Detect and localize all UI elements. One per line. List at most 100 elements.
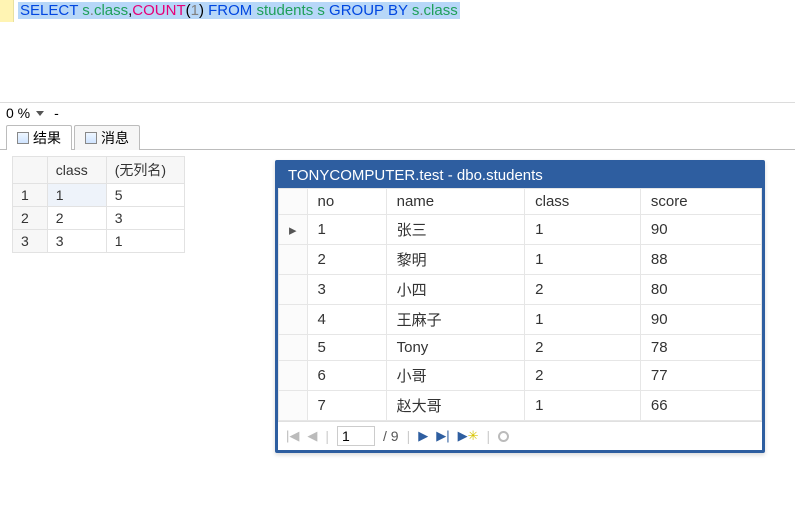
dcol-name[interactable]: name xyxy=(386,189,525,215)
row-number: 1 xyxy=(13,184,48,207)
tab-results[interactable]: 结果 xyxy=(6,125,72,150)
table-row[interactable]: 5Tony278 xyxy=(279,335,762,361)
dcol-class[interactable]: class xyxy=(525,189,641,215)
nav-last-icon[interactable]: ▶| xyxy=(436,428,449,444)
chevron-down-icon[interactable] xyxy=(36,111,44,116)
cell-no[interactable]: 3 xyxy=(307,275,386,305)
sql-token: class xyxy=(424,2,458,19)
table-row[interactable]: 7赵大哥166 xyxy=(279,391,762,421)
tab-messages[interactable]: 消息 xyxy=(74,125,140,150)
row-pointer-icon xyxy=(279,361,308,391)
result-tabs: 结果 消息 xyxy=(0,123,795,150)
cell-name[interactable]: 王麻子 xyxy=(386,305,525,335)
cell-class[interactable]: 3 xyxy=(47,230,106,253)
grid-icon xyxy=(17,132,29,144)
row-pointer-icon xyxy=(279,391,308,421)
table-row[interactable]: 6小哥277 xyxy=(279,361,762,391)
nav-prev-icon[interactable]: ◀ xyxy=(307,428,317,444)
nav-sep2: | xyxy=(407,428,411,444)
cell-class[interactable]: 1 xyxy=(525,245,641,275)
cell-no[interactable]: 2 xyxy=(307,245,386,275)
cell-name[interactable]: 小哥 xyxy=(386,361,525,391)
cell-score[interactable]: 77 xyxy=(640,361,761,391)
table-row[interactable]: 115 xyxy=(13,184,185,207)
results-grid[interactable]: class (无列名) 115223331 xyxy=(12,156,185,253)
cell-class[interactable]: 1 xyxy=(525,215,641,245)
sql-token: SELECT xyxy=(20,2,78,19)
cell-score[interactable]: 78 xyxy=(640,335,761,361)
sql-selection[interactable]: SELECT s.class,COUNT(1) FROM students s … xyxy=(18,2,460,19)
cell-count[interactable]: 1 xyxy=(106,230,184,253)
cell-class[interactable]: 2 xyxy=(525,335,641,361)
sql-token: 1 xyxy=(191,2,199,19)
editor-gutter xyxy=(0,0,14,22)
page-icon xyxy=(85,132,97,144)
cell-name[interactable]: 赵大哥 xyxy=(386,391,525,421)
cell-class[interactable]: 2 xyxy=(47,207,106,230)
tab-messages-label: 消息 xyxy=(101,128,129,148)
cell-score[interactable]: 80 xyxy=(640,275,761,305)
cell-class[interactable]: 2 xyxy=(525,361,641,391)
table-row[interactable]: ▸1张三190 xyxy=(279,215,762,245)
cell-score[interactable]: 90 xyxy=(640,215,761,245)
cell-class[interactable]: 2 xyxy=(525,275,641,305)
row-number: 2 xyxy=(13,207,48,230)
row-pointer-header xyxy=(279,189,308,215)
data-window-title[interactable]: TONYCOMPUTER.test - dbo.students xyxy=(278,163,762,188)
cell-name[interactable]: 张三 xyxy=(386,215,525,245)
row-header-blank xyxy=(13,157,48,184)
tab-results-label: 结果 xyxy=(33,128,61,148)
sql-token: class xyxy=(94,2,128,19)
cell-no[interactable]: 7 xyxy=(307,391,386,421)
data-grid[interactable]: no name class score ▸1张三1902黎明1883小四2804… xyxy=(278,188,762,421)
cell-class[interactable]: 1 xyxy=(47,184,106,207)
col-class[interactable]: class xyxy=(47,157,106,184)
table-row[interactable]: 2黎明188 xyxy=(279,245,762,275)
col-noname[interactable]: (无列名) xyxy=(106,157,184,184)
table-row[interactable]: 4王麻子190 xyxy=(279,305,762,335)
sql-token: FROM xyxy=(208,2,252,19)
nav-total: / 9 xyxy=(383,428,399,444)
table-data-window[interactable]: TONYCOMPUTER.test - dbo.students no name… xyxy=(275,160,765,453)
nav-new-icon[interactable]: ▶✳ xyxy=(458,428,479,444)
sql-token: BY xyxy=(388,2,408,19)
table-row[interactable]: 223 xyxy=(13,207,185,230)
table-row[interactable]: 331 xyxy=(13,230,185,253)
cell-no[interactable]: 1 xyxy=(307,215,386,245)
cell-count[interactable]: 3 xyxy=(106,207,184,230)
cell-count[interactable]: 5 xyxy=(106,184,184,207)
sql-token: COUNT xyxy=(132,2,185,19)
row-pointer-icon xyxy=(279,335,308,361)
cell-score[interactable]: 88 xyxy=(640,245,761,275)
nav-first-icon[interactable]: |◀ xyxy=(286,428,299,444)
cell-score[interactable]: 66 xyxy=(640,391,761,421)
dcol-no[interactable]: no xyxy=(307,189,386,215)
table-row[interactable]: 3小四280 xyxy=(279,275,762,305)
cell-name[interactable]: 小四 xyxy=(386,275,525,305)
sql-token: s xyxy=(317,2,325,19)
nav-sep3: | xyxy=(487,428,491,444)
row-pointer-icon xyxy=(279,245,308,275)
nav-next-icon[interactable]: ▶ xyxy=(418,428,428,444)
nav-stop-icon[interactable] xyxy=(498,431,509,442)
nav-page-input[interactable] xyxy=(337,426,375,446)
dcol-score[interactable]: score xyxy=(640,189,761,215)
cell-no[interactable]: 5 xyxy=(307,335,386,361)
cell-name[interactable]: 黎明 xyxy=(386,245,525,275)
sql-token: GROUP xyxy=(329,2,384,19)
row-pointer-icon xyxy=(279,275,308,305)
cell-name[interactable]: Tony xyxy=(386,335,525,361)
cell-score[interactable]: 90 xyxy=(640,305,761,335)
sql-editor[interactable]: SELECT s.class,COUNT(1) FROM students s … xyxy=(0,0,795,22)
row-pointer-icon: ▸ xyxy=(279,215,308,245)
row-number: 3 xyxy=(13,230,48,253)
zoom-value[interactable]: 0 % xyxy=(6,105,30,121)
cell-class[interactable]: 1 xyxy=(525,391,641,421)
sql-text[interactable]: SELECT s.class,COUNT(1) FROM students s … xyxy=(14,0,464,22)
sql-token: s xyxy=(82,2,90,19)
zoom-dash: - xyxy=(54,105,59,121)
cell-no[interactable]: 6 xyxy=(307,361,386,391)
cell-no[interactable]: 4 xyxy=(307,305,386,335)
cell-class[interactable]: 1 xyxy=(525,305,641,335)
data-navigator: |◀ ◀ | / 9 | ▶ ▶| ▶✳ | xyxy=(278,421,762,450)
